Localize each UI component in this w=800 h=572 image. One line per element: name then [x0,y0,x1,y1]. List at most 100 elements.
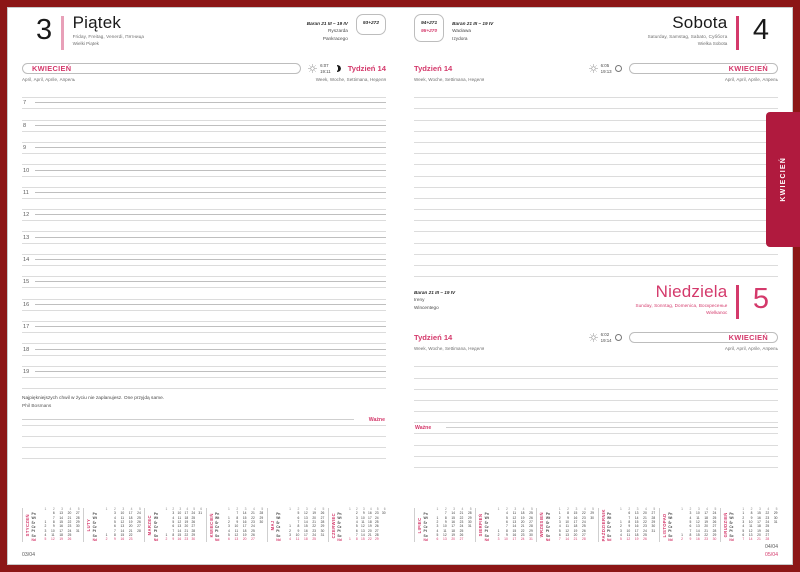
minical-day-cell[interactable]: 8 [444,515,447,520]
minical-day-cell[interactable]: 14 [451,511,455,516]
minical-day-cell[interactable]: 27 [320,515,325,520]
minical-day-cell[interactable]: 18 [368,520,372,525]
minical-day-cell[interactable]: 21 [67,515,72,520]
minical-day-cell[interactable]: 27 [529,520,533,525]
minical-day-cell[interactable]: 10 [177,511,182,516]
minical-day-cell[interactable]: 27 [251,537,255,542]
minical-day-cell[interactable]: 3 [689,511,692,516]
minical-day-cell[interactable]: 29 [590,511,594,516]
minical-day-cell[interactable]: 7 [505,524,508,529]
minical-day-cell[interactable]: 21 [520,524,525,529]
minical-day-cell[interactable]: 13 [442,537,447,542]
minical-day-cell[interactable]: 28 [75,515,80,520]
minical-day-cell[interactable]: 30 [259,520,264,525]
minical-day-cell[interactable]: 3 [742,520,745,525]
minical-day-cell[interactable]: 11 [626,532,631,537]
minical-day-cell[interactable]: 13 [361,528,365,533]
minical-day-cell[interactable]: 28 [191,528,196,533]
minical-day-cell[interactable]: 30 [712,537,717,542]
writing-line[interactable] [22,333,386,345]
minical-day-cell[interactable]: 14 [634,515,639,520]
minical-day-cell[interactable]: 26 [320,511,325,516]
minical-day-cell[interactable]: 16 [634,524,639,529]
minical-day-cell[interactable]: 25 [529,511,533,516]
minical-day-cell[interactable]: 13 [120,524,125,529]
hour-line[interactable]: 17 [22,322,386,334]
minical-day-cell[interactable]: 6 [228,537,230,542]
minical-day-cell[interactable]: 19 [184,520,189,525]
minical-day-cell[interactable]: 16 [304,528,308,533]
hour-line[interactable]: 16 [22,300,386,311]
writing-line[interactable] [22,87,386,99]
minical-day-cell[interactable]: 22 [459,515,464,520]
minical-day-cell[interactable]: 30 [75,524,80,529]
minical-day-cell[interactable]: 15 [242,515,247,520]
writing-line[interactable] [22,266,386,278]
minical-day-cell[interactable]: 16 [512,532,517,537]
minical-day-cell[interactable]: 20 [757,532,761,537]
minical-day-cell[interactable]: 8 [52,520,55,525]
minical-day-cell[interactable]: 20 [451,537,455,542]
minical-day-cell[interactable]: 11 [51,532,55,537]
minical-day-cell[interactable]: 29 [374,537,379,542]
writing-line[interactable] [414,177,778,188]
minical-day-cell[interactable]: 17 [704,511,708,516]
minical-day-cell[interactable]: 17 [128,511,133,516]
writing-line[interactable] [414,244,778,255]
minical-day-cell[interactable]: 21 [128,528,133,533]
minical-day-cell[interactable]: 23 [251,520,255,525]
minical-day-cell[interactable]: 17 [757,520,761,525]
minical-day-cell[interactable]: 13 [304,515,308,520]
minical-day-cell[interactable]: 20 [242,537,247,542]
minical-day-cell[interactable]: 8 [689,532,692,537]
minical-day-cell[interactable]: 23 [128,537,133,542]
minical-day-cell[interactable]: 18 [128,515,133,520]
minical-day-cell[interactable]: 12 [304,511,308,516]
minical-day-cell[interactable]: 3 [289,532,292,537]
minical-day-cell[interactable]: 10 [565,520,569,525]
minical-day-cell[interactable]: 17 [573,520,578,525]
minical-day-cell[interactable]: 9 [444,520,447,525]
minical-day-cell[interactable]: 2 [681,537,684,542]
writing-line[interactable] [414,232,778,244]
minical-day-cell[interactable]: 19 [128,520,133,525]
minical-day-cell[interactable]: 6 [355,528,358,533]
minical-day-cell[interactable]: 22 [67,520,72,525]
minical-day-cell[interactable]: 19 [573,528,578,533]
minical-day-cell[interactable]: 7 [444,511,447,516]
minical-day-cell[interactable]: 13 [565,532,569,537]
minical-day-cell[interactable]: 14 [565,537,569,542]
minical-day-cell[interactable]: 11 [120,515,125,520]
minical-day-cell[interactable]: 13 [512,520,517,525]
minical-day-cell[interactable]: 26 [459,532,464,537]
minical-day-cell[interactable]: 25 [712,515,717,520]
minical-day-cell[interactable]: 19 [634,537,639,542]
minical-day-cell[interactable]: 22 [184,532,189,537]
writing-line[interactable] [414,255,778,266]
minical-day-cell[interactable]: 28 [529,524,533,529]
minical-day-cell[interactable]: 1 [681,532,684,537]
minical-day-cell[interactable]: 27 [137,524,141,529]
minical-day-cell[interactable]: 5 [172,520,175,525]
minical-day-cell[interactable]: 3 [497,537,500,542]
minical-day-cell[interactable]: 2 [497,532,500,537]
minical-day-cell[interactable]: 29 [259,515,264,520]
minical-day-cell[interactable]: 17 [634,528,639,533]
minical-day-cell[interactable]: 19 [242,532,247,537]
minical-day-cell[interactable]: 20 [704,524,708,529]
minical-day-cell[interactable]: 16 [573,515,578,520]
minical-day-cell[interactable]: 6 [52,511,55,516]
minical-day-cell[interactable]: 23 [765,515,770,520]
sunday-extra-line-1[interactable] [414,434,778,446]
minical-day-cell[interactable]: 29 [529,528,533,533]
minical-day-cell[interactable]: 15 [696,532,700,537]
friday-extra-line-1[interactable] [22,426,386,438]
minical-day-cell[interactable]: 9 [236,520,239,525]
minical-day-cell[interactable]: 5 [558,528,561,533]
minical-day-cell[interactable]: 10 [234,524,239,529]
minical-day-cell[interactable]: 11 [565,524,569,529]
minical-day-cell[interactable]: 31 [467,524,472,529]
minical-day-cell[interactable]: 22 [765,511,770,516]
minical-day-cell[interactable]: 7 [355,532,358,537]
minical-day-cell[interactable]: 4 [742,524,745,529]
